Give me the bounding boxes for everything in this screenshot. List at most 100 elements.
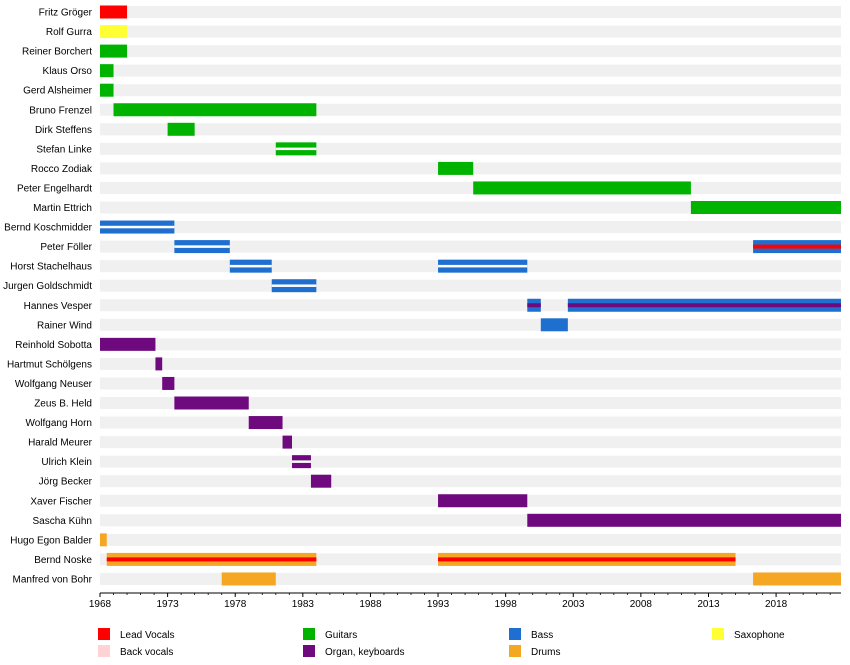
row-bg-hartmut-scholgens: [100, 357, 841, 370]
member-label-rainer-wind: Rainer Wind: [37, 320, 92, 331]
x-tick-label: 1983: [292, 599, 315, 610]
member-label-hugo-egon-balder: Hugo Egon Balder: [10, 535, 92, 546]
bar-martin-ettrich-1: [690, 201, 841, 214]
bar-bruno-frenzel-1: [113, 103, 317, 117]
member-label-manfred-von-bohr: Manfred von Bohr: [13, 574, 93, 585]
member-label-ulrich-klein: Ulrich Klein: [41, 457, 92, 468]
bar-segment: [310, 474, 332, 488]
member-label-jorg-becker: Jörg Becker: [39, 477, 93, 488]
x-tick-label: 1993: [427, 599, 450, 610]
x-tick-label: 1973: [156, 599, 179, 610]
bar-segment: [100, 83, 114, 97]
member-label-fritz-groger: Fritz Gröger: [39, 8, 93, 19]
bar-hannes-vesper-2: [567, 298, 841, 312]
bar-segment: [100, 64, 114, 78]
bar-dirk-steffens-1: [167, 122, 195, 136]
bar-hugo-egon-balder-1: [100, 533, 107, 547]
x-tick-label: 1998: [495, 599, 518, 610]
bar-segment: [473, 181, 691, 195]
legend-label-back-vocals: Back vocals: [120, 647, 173, 658]
bar-segment: [100, 44, 128, 58]
bar-stripe: [567, 303, 841, 308]
member-label-horst-stachelhaus: Horst Stachelhaus: [10, 262, 92, 273]
member-label-klaus-orso: Klaus Orso: [43, 66, 93, 77]
row-bg-rolf-gurra: [100, 25, 841, 38]
x-tick-label: 2003: [562, 599, 585, 610]
row-bg-reiner-borchert: [100, 45, 841, 58]
bar-manfred-von-bohr-2: [753, 572, 841, 586]
x-tick-label: 2018: [765, 599, 788, 610]
member-label-rolf-gurra: Rolf Gurra: [46, 27, 93, 38]
row-bg-martin-ettrich: [100, 201, 841, 214]
bar-stripe: [106, 557, 317, 562]
bar-xaver-fischer-1: [438, 494, 528, 508]
bar-rocco-zodiak-1: [438, 161, 474, 175]
legend-swatch-guitars: [303, 628, 315, 640]
bar-segment: [540, 318, 568, 332]
member-labels: Fritz Gröger Rolf Gurra Reiner Borchert Kla…: [3, 8, 93, 586]
bar-zeus-b-held-1: [174, 396, 249, 410]
legend-swatch-bass: [509, 628, 521, 640]
bar-segment: [162, 376, 175, 390]
row-bg-wolfgang-neuser: [100, 377, 841, 390]
bar-stripe: [753, 244, 841, 249]
row-bg-hugo-egon-balder: [100, 533, 841, 546]
bar-segment: [753, 572, 841, 586]
bar-divider: [100, 225, 175, 229]
bar-segment: [438, 161, 474, 175]
row-bg-jurgen-goldschmidt: [100, 279, 841, 292]
row-bg-ulrich-klein: [100, 455, 841, 468]
bar-segment: [527, 513, 841, 527]
member-label-bernd-noske: Bernd Noske: [34, 555, 92, 566]
legend-swatch-organ-keyboards: [303, 645, 315, 657]
bar-divider: [275, 147, 317, 151]
row-bg-peter-foller: [100, 240, 841, 253]
bar-segment: [113, 103, 317, 117]
row-bg-rainer-wind: [100, 318, 841, 331]
bar-horst-stachelhaus-2: [438, 259, 528, 273]
bar-segment: [248, 416, 283, 430]
bar-segment: [174, 396, 249, 410]
bar-rainer-wind-1: [540, 318, 568, 332]
bar-reinhold-sobotta-1: [100, 337, 156, 351]
x-tick-label: 1978: [224, 599, 247, 610]
member-bars: [100, 5, 841, 586]
legend-label-saxophone: Saxophone: [734, 630, 785, 641]
x-tick-label: 1988: [359, 599, 382, 610]
bar-wolfgang-horn-1: [248, 416, 283, 430]
legend-swatch-back-vocals: [98, 645, 110, 657]
row-bg-wolfgang-horn: [100, 416, 841, 429]
bar-fritz-groger-1: [100, 5, 128, 19]
bar-stripe: [438, 557, 736, 562]
row-bg-peter-engelhardt: [100, 181, 841, 194]
row-bg-bernd-koschmidder: [100, 221, 841, 234]
row-bg-fritz-groger: [100, 6, 841, 18]
row-bg-manfred-von-bohr: [100, 572, 841, 585]
legend-label-guitars: Guitars: [325, 630, 357, 641]
bar-segment: [100, 533, 107, 547]
row-bg-gerd-alsheimer: [100, 84, 841, 97]
legend-label-lead-vocals: Lead Vocals: [120, 630, 175, 641]
bar-bernd-koschmidder-1: [100, 220, 175, 234]
member-label-wolfgang-horn: Wolfgang Horn: [25, 418, 92, 429]
bar-wolfgang-neuser-1: [162, 376, 175, 390]
legend-label-drums: Drums: [531, 647, 560, 658]
legend-swatch-drums: [509, 645, 521, 657]
bar-manfred-von-bohr-1: [221, 572, 276, 586]
bar-segment: [221, 572, 276, 586]
bar-segment: [167, 122, 195, 136]
row-bg-harald-meurer: [100, 436, 841, 449]
bar-jurgen-goldschmidt-1: [271, 279, 317, 293]
bar-peter-engelhardt-1: [473, 181, 691, 195]
member-label-peter-foller: Peter Föller: [40, 242, 92, 253]
bar-divider: [271, 284, 317, 287]
member-label-martin-ettrich: Martin Ettrich: [33, 203, 92, 214]
member-label-bruno-frenzel: Bruno Frenzel: [29, 105, 92, 116]
bar-divider: [438, 264, 528, 268]
row-bg-reinhold-sobotta: [100, 338, 841, 351]
member-label-hartmut-scholgens: Hartmut Schölgens: [7, 359, 92, 370]
bar-reiner-borchert-1: [100, 44, 128, 58]
bar-segment: [155, 357, 163, 371]
bar-peter-foller-2: [753, 240, 841, 254]
